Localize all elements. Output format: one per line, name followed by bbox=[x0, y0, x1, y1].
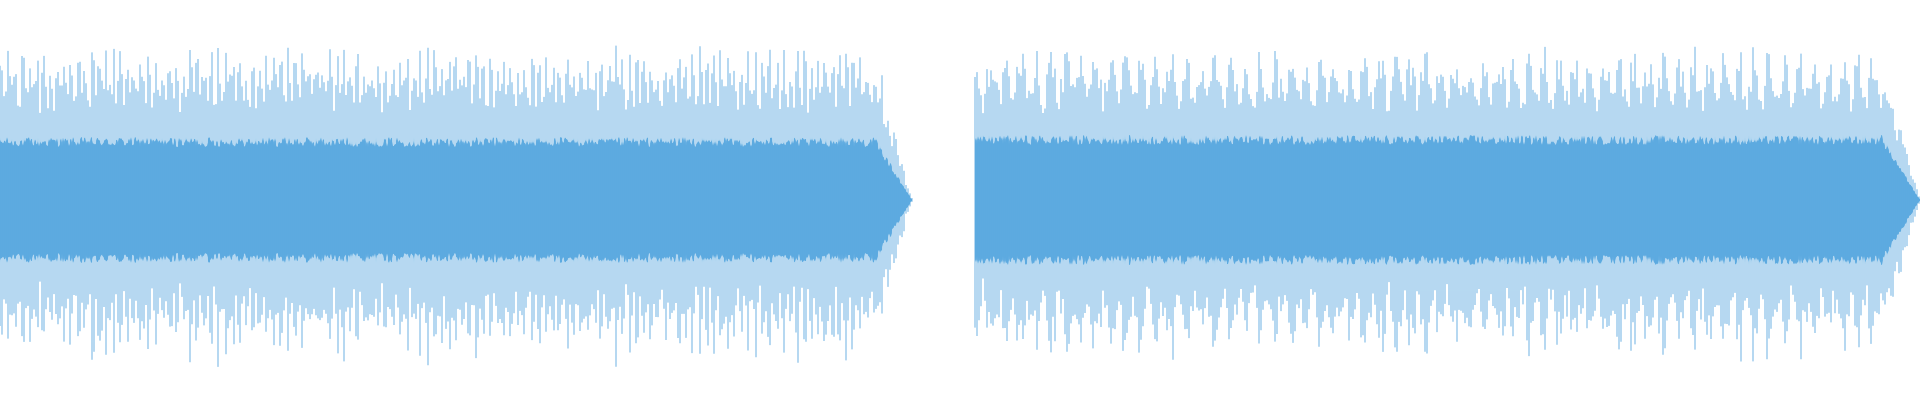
waveform-segment-1 bbox=[0, 45, 913, 367]
waveform-peaks bbox=[0, 45, 913, 367]
waveform-segment-2 bbox=[974, 46, 1920, 362]
waveform-peaks bbox=[974, 46, 1920, 362]
